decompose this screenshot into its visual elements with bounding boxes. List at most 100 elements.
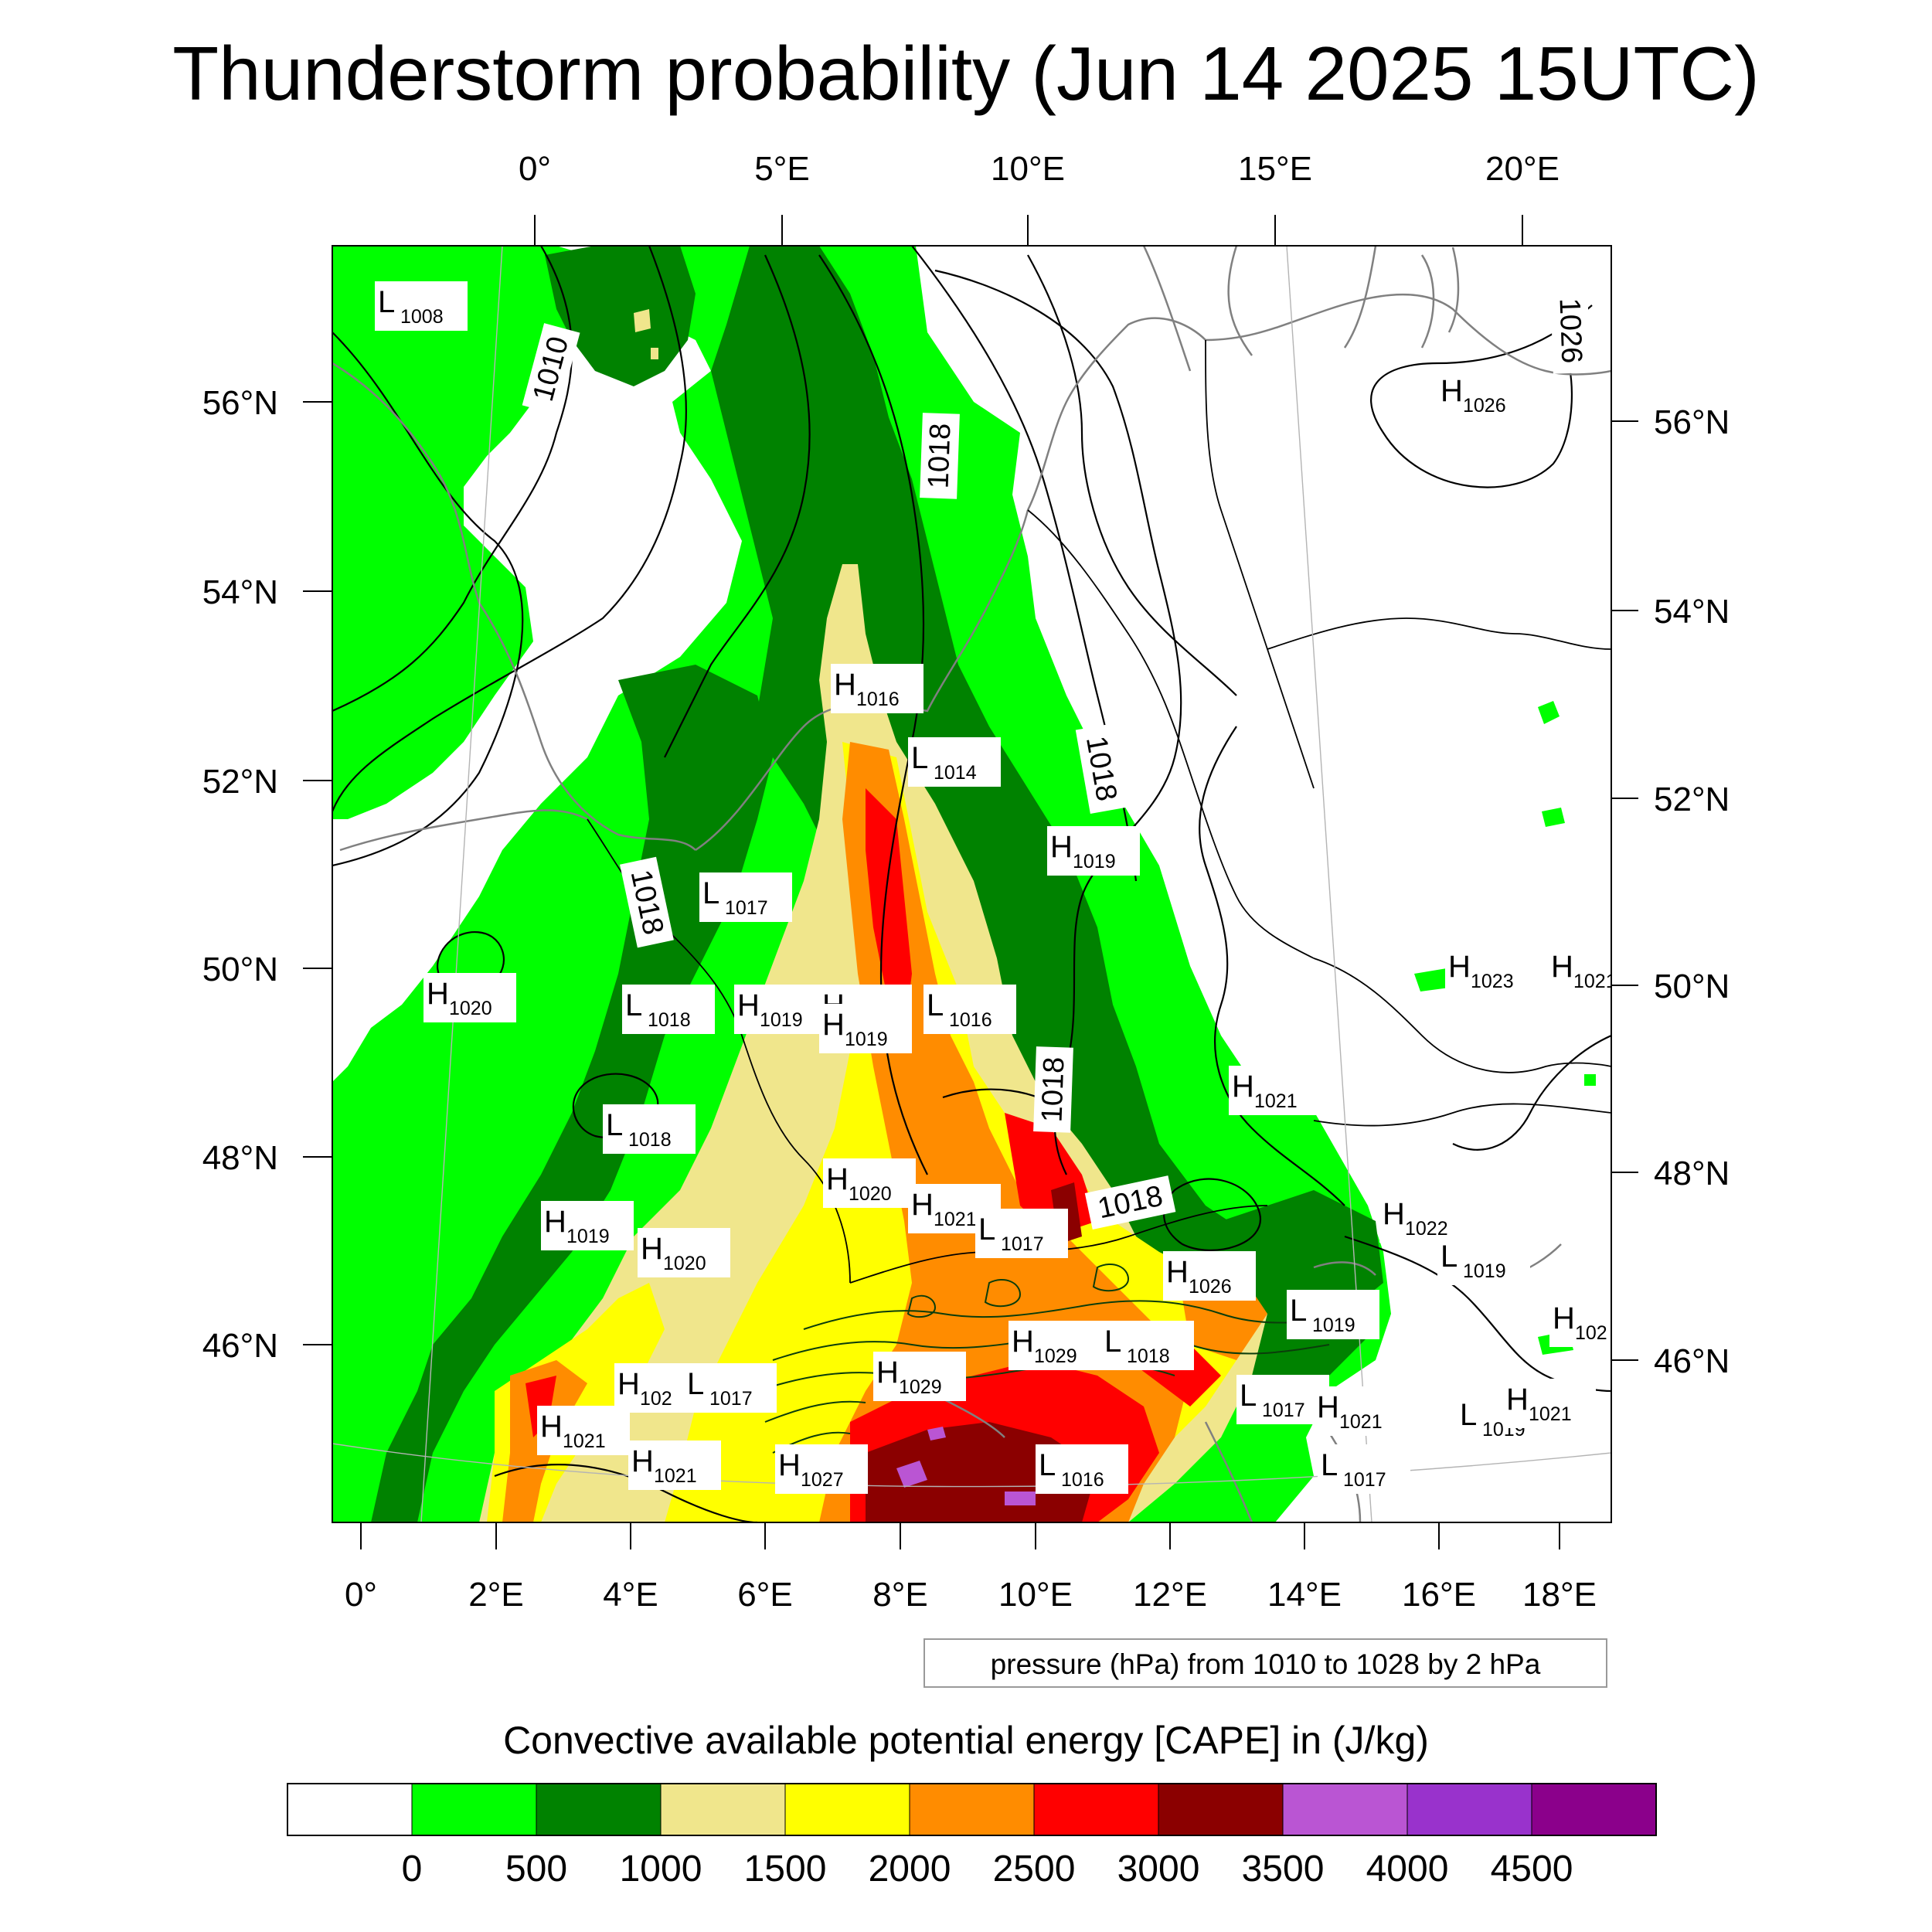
left-axis-label: 50°N bbox=[202, 951, 278, 988]
top-axis-label: 10°E bbox=[991, 150, 1065, 188]
right-axis-labels: 56°N 54°N 52°N 50°N 48°N 46°N bbox=[1654, 403, 1730, 1380]
bottom-axis-label: 6°E bbox=[737, 1576, 792, 1614]
low-pressure-label: L 1017 bbox=[975, 1209, 1068, 1258]
bottom-axis-label: 8°E bbox=[872, 1576, 927, 1614]
pressure-type-letter: H bbox=[1232, 1070, 1254, 1104]
pressure-type-letter: L bbox=[1321, 1448, 1338, 1482]
high-pressure-label: H 1021 bbox=[1314, 1386, 1406, 1436]
pressure-type-letter: H bbox=[876, 1355, 899, 1389]
right-axis-label: 48°N bbox=[1654, 1155, 1730, 1192]
colorbar-swatch bbox=[660, 1783, 786, 1836]
pressure-type-letter: H bbox=[1317, 1390, 1339, 1424]
right-axis-label: 52°N bbox=[1654, 781, 1730, 818]
pressure-type-letter: H bbox=[1448, 950, 1471, 984]
pressure-type-letter: H bbox=[1166, 1255, 1189, 1289]
top-axis-label: 20°E bbox=[1485, 150, 1560, 188]
low-pressure-label: L 1017 bbox=[684, 1363, 777, 1413]
pressure-value: 1014 bbox=[934, 762, 977, 784]
isobar-label: 1026 bbox=[1553, 298, 1588, 364]
pressure-value: 1016 bbox=[1061, 1469, 1104, 1491]
right-axis bbox=[1611, 420, 1638, 1361]
colorbar-tick-label: 1000 bbox=[620, 1849, 702, 1889]
colorbar-swatch bbox=[1282, 1783, 1408, 1836]
pressure-value: 1016 bbox=[949, 1009, 992, 1031]
pressure-value: 1019 bbox=[1312, 1315, 1355, 1336]
bottom-axis-label: 4°E bbox=[603, 1576, 658, 1614]
high-pressure-label: H 1027 bbox=[775, 1444, 868, 1494]
left-axis bbox=[303, 401, 332, 1345]
pressure-type-letter: L bbox=[911, 741, 928, 775]
map-title: Thunderstorm probability (Jun 14 2025 15… bbox=[172, 31, 1760, 116]
low-pressure-label: L 1018 bbox=[622, 985, 715, 1034]
bottom-axis-label: 14°E bbox=[1267, 1576, 1342, 1614]
colorbar-swatch bbox=[287, 1783, 413, 1836]
isobar-label: 1018 bbox=[923, 423, 957, 489]
pressure-value: 1016 bbox=[856, 689, 900, 710]
bottom-axis-label: 16°E bbox=[1402, 1576, 1476, 1614]
cape-shading-3500-4000 bbox=[896, 1427, 1036, 1505]
pressure-value: 1029 bbox=[1034, 1345, 1077, 1367]
pressure-value: 1017 bbox=[725, 897, 768, 919]
pressure-value: 1020 bbox=[849, 1183, 892, 1205]
high-pressure-label: H 1029 bbox=[873, 1352, 966, 1401]
pressure-value: 1017 bbox=[709, 1388, 753, 1410]
pressure-value: 1018 bbox=[1127, 1345, 1170, 1367]
pressure-value: 1018 bbox=[648, 1009, 691, 1031]
pressure-type-letter: H bbox=[1050, 830, 1073, 864]
pressure-value: 1021 bbox=[1339, 1411, 1383, 1433]
pressure-value: 1021 bbox=[1573, 971, 1617, 992]
colorbar-swatch bbox=[1158, 1783, 1284, 1836]
pressure-type-letter: H bbox=[1440, 374, 1463, 408]
pressure-value: 1021 bbox=[654, 1465, 697, 1487]
colorbar-swatch bbox=[411, 1783, 537, 1836]
pressure-value: 1021 bbox=[563, 1430, 606, 1452]
pressure-value: 1017 bbox=[1262, 1400, 1305, 1421]
high-pressure-label: H 1021 bbox=[537, 1406, 630, 1455]
high-pressure-label: H 1026 bbox=[1163, 1251, 1256, 1301]
map-plot-area: 1010 1018 1018 1018 1018 1018 bbox=[332, 246, 1617, 1522]
pressure-type-letter: H bbox=[1553, 1301, 1575, 1335]
high-pressure-label: H 102 bbox=[1549, 1298, 1611, 1347]
top-axis-labels: 0° 5°E 10°E 15°E 20°E bbox=[519, 150, 1560, 188]
pressure-type-letter: H bbox=[427, 977, 449, 1011]
pressure-type-letter: L bbox=[687, 1367, 704, 1401]
bottom-axis bbox=[360, 1522, 1560, 1549]
colorbar-swatch bbox=[909, 1783, 1035, 1836]
pressure-type-letter: L bbox=[1039, 1448, 1056, 1482]
contour-info-box: pressure (hPa) from 1010 to 1028 by 2 hP… bbox=[923, 1638, 1607, 1688]
top-axis-label: 5°E bbox=[754, 150, 809, 188]
colorbar-tick-label: 0 bbox=[402, 1849, 423, 1889]
low-pressure-label: L 1018 bbox=[603, 1104, 696, 1154]
right-axis-label: 56°N bbox=[1654, 403, 1730, 441]
colorbar-tick-label: 3500 bbox=[1242, 1849, 1325, 1889]
left-axis-label: 54°N bbox=[202, 573, 278, 611]
isobar-label: 1018 bbox=[1036, 1056, 1071, 1123]
pressure-type-letter: L bbox=[978, 1213, 995, 1247]
pressure-type-letter: L bbox=[378, 285, 395, 319]
low-pressure-label: L 1019 bbox=[1437, 1236, 1530, 1285]
colorbar-tick-label: 3000 bbox=[1117, 1849, 1200, 1889]
pressure-type-letter: L bbox=[606, 1108, 623, 1142]
pressure-type-letter: H bbox=[540, 1410, 563, 1444]
pressure-type-letter: L bbox=[1460, 1398, 1477, 1432]
high-pressure-label: H 102 bbox=[614, 1363, 691, 1413]
map-frame bbox=[332, 245, 1612, 1523]
pressure-type-letter: H bbox=[617, 1367, 640, 1401]
pressure-type-letter: H bbox=[737, 988, 760, 1022]
colorbar-swatch bbox=[1531, 1783, 1657, 1836]
pressure-type-letter: L bbox=[625, 988, 642, 1022]
cape-colorbar: 0 500 1000 1500 2000 2500 3000 3500 4000 4500 bbox=[287, 1783, 1657, 1889]
pressure-value: 1029 bbox=[899, 1376, 942, 1398]
pressure-value: 1020 bbox=[449, 998, 492, 1019]
pressure-type-letter: H bbox=[544, 1205, 566, 1239]
high-pressure-label: H 1022 bbox=[1379, 1193, 1472, 1243]
pressure-value: 1021 bbox=[934, 1209, 977, 1230]
colorbar-tick-label: 4000 bbox=[1366, 1849, 1449, 1889]
high-pressure-label: H 1016 bbox=[831, 664, 923, 713]
colorbar-tick-label: 500 bbox=[505, 1849, 567, 1889]
pressure-type-letter: H bbox=[1506, 1383, 1529, 1417]
